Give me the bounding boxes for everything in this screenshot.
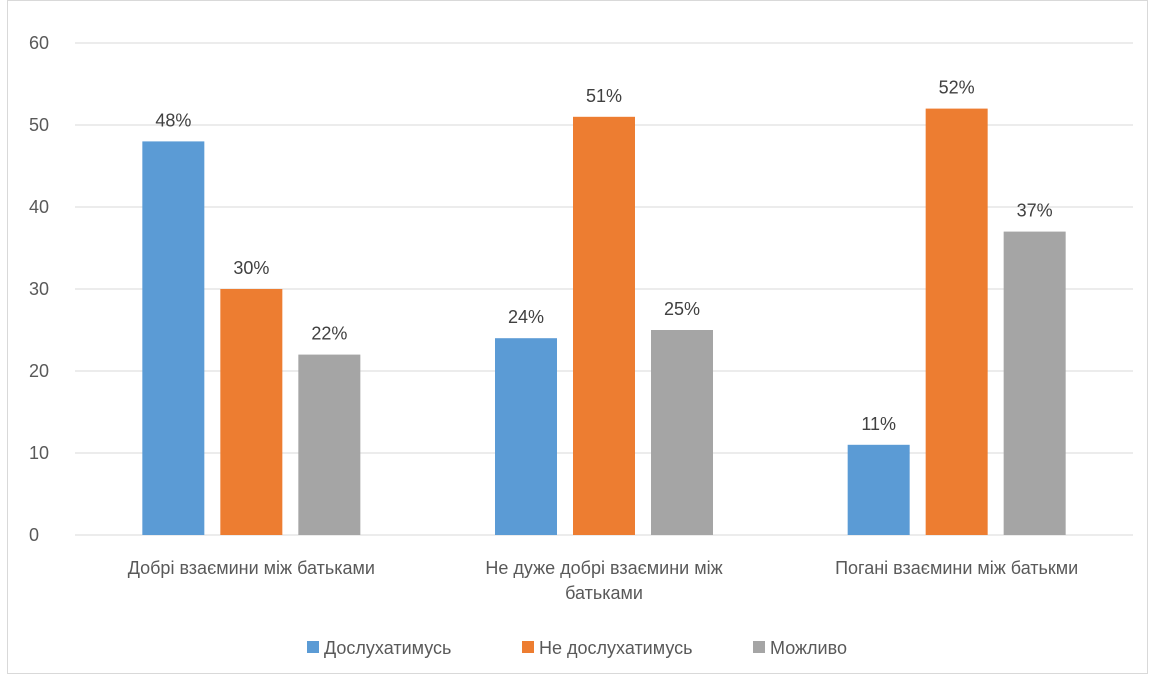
y-tick-label: 20	[29, 361, 49, 381]
y-tick-label: 50	[29, 115, 49, 135]
y-tick-label: 30	[29, 279, 49, 299]
category-label: Добрі взаємини між батьками	[128, 558, 375, 578]
data-label: 22%	[311, 324, 347, 344]
bar	[220, 289, 283, 535]
y-tick-label: 40	[29, 197, 49, 217]
bar	[847, 444, 910, 535]
y-tick-label: 10	[29, 443, 49, 463]
data-label: 25%	[664, 299, 700, 319]
legend-swatch	[307, 641, 319, 653]
data-label: 11%	[861, 414, 896, 434]
bar	[925, 108, 988, 535]
category-label: Не дуже добрі взаємини між	[485, 558, 722, 578]
data-label: 30%	[233, 258, 269, 278]
bar	[495, 338, 557, 535]
data-label: 48%	[155, 110, 191, 130]
data-label: 52%	[939, 78, 975, 98]
data-label: 37%	[1017, 201, 1053, 221]
bar	[142, 141, 205, 535]
data-label: 24%	[508, 307, 544, 327]
legend-label: Можливо	[770, 638, 847, 658]
bar	[651, 330, 713, 535]
category-label: Погані взаємини між батькми	[835, 558, 1078, 578]
bar	[1003, 231, 1066, 535]
bar	[573, 116, 635, 536]
y-tick-label: 60	[29, 33, 49, 53]
bar	[298, 354, 361, 535]
data-label: 51%	[586, 86, 622, 106]
legend-swatch	[522, 641, 534, 653]
category-label: батьками	[565, 583, 643, 603]
legend-label: Не дослухатимусь	[539, 638, 693, 658]
y-tick-label: 0	[29, 525, 39, 545]
legend-swatch	[753, 641, 765, 653]
legend-label: Дослухатимусь	[324, 638, 451, 658]
